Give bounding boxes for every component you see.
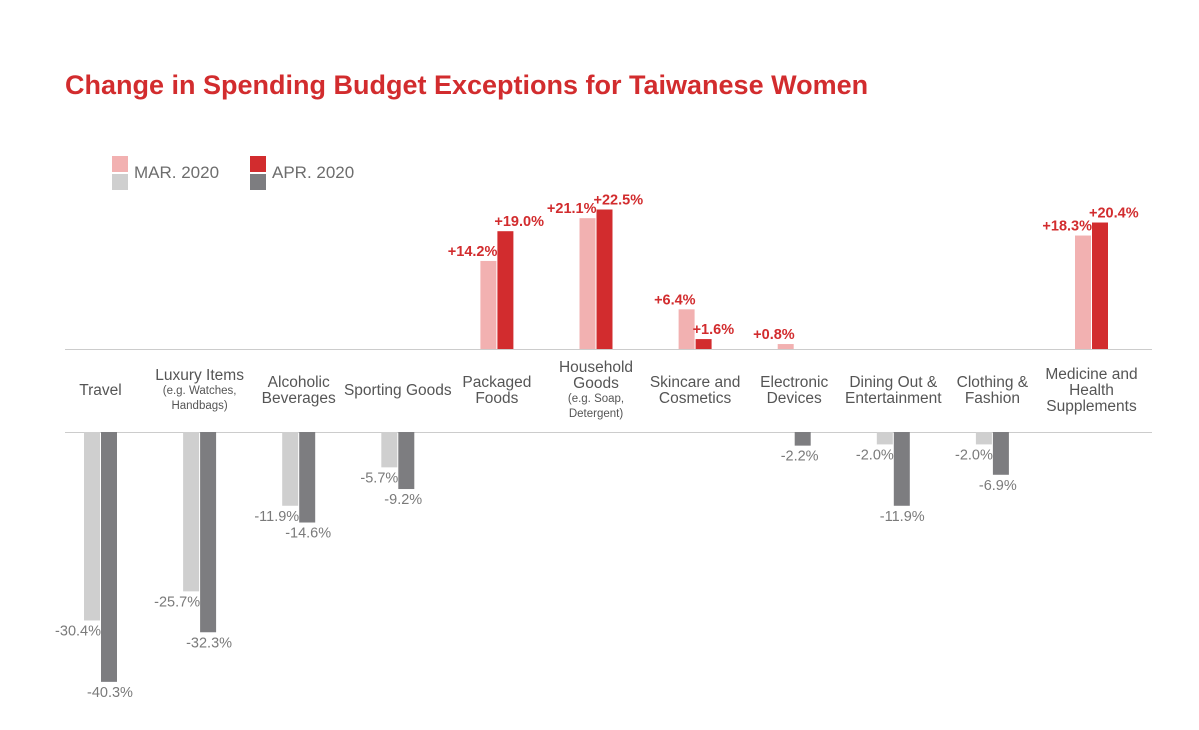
data-label-apr-2020-skincare-and-cosmetics: +1.6% [693,322,735,338]
data-label-apr-2020-clothing-fashion: -6.9% [979,478,1017,494]
data-label-apr-2020-alcoholic-beverages: -14.6% [285,526,331,542]
legend-swatch-mar-positive [112,156,128,172]
data-label-apr-2020-household-goods: +22.5% [594,193,644,209]
bar-apr-2020-luxury-items [200,432,217,633]
data-label-mar-2020-electronic-devices: +0.8% [753,327,795,343]
bar-apr-2020-clothing-fashion [992,432,1009,475]
category-name: Travel [79,381,122,399]
category-label-packaged-foods: Packaged Foods [442,373,552,407]
category-label-household-goods: Household Goods (e.g. Soap, Detergent) [541,358,651,422]
bar-apr-2020-skincare-and-cosmetics [695,339,712,349]
bar-apr-2020-alcoholic-beverages [299,432,316,523]
data-label-apr-2020-medicine-and-health-supplements: +20.4% [1089,206,1139,222]
category-label-skincare-and-cosmetics: Skincare and Cosmetics [640,373,750,407]
category-label-electronic-devices: Electronic Devices [739,373,849,407]
data-label-mar-2020-travel: -30.4% [55,623,101,639]
bar-apr-2020-dining-out-entertainment [893,432,910,506]
category-name: Skincare and Cosmetics [649,373,741,407]
data-label-mar-2020-clothing-fashion: -2.0% [955,447,993,463]
category-label-luxury-items: Luxury Items (e.g. Watches, Handbags) [145,366,255,414]
bar-apr-2020-medicine-and-health-supplements [1092,222,1108,349]
bar-mar-2020-alcoholic-beverages [282,432,299,506]
category-name: Electronic Devices [760,373,829,407]
bar-mar-2020-clothing-fashion [975,432,992,445]
category-name: Alcoholic Beverages [261,373,336,407]
bar-mar-2020-luxury-items [183,432,200,592]
category-label-travel: Travel [46,381,156,399]
category-label-sporting-goods: Sporting Goods [343,381,453,399]
bar-mar-2020-electronic-devices [777,344,794,349]
bar-apr-2020-packaged-foods [497,231,514,349]
bar-apr-2020-household-goods [596,209,613,349]
category-name: Sporting Goods [343,381,452,399]
legend-label-apr-2020: APR. 2020 [272,163,355,182]
category-label-clothing-fashion: Clothing & Fashion [937,373,1047,407]
data-label-apr-2020-luxury-items: -32.3% [186,635,232,651]
category-name: Packaged Foods [462,373,532,407]
data-label-mar-2020-household-goods: +21.1% [547,201,597,217]
data-label-apr-2020-dining-out-entertainment: -11.9% [880,509,925,525]
bar-mar-2020-travel [84,432,100,621]
bar-mar-2020-household-goods [579,218,596,349]
bar-apr-2020-travel [101,432,117,682]
data-label-apr-2020-electronic-devices: -2.2% [781,449,819,465]
data-label-mar-2020-sporting-goods: -5.7% [360,470,398,486]
bar-mar-2020-medicine-and-health-supplements [1075,235,1091,349]
data-label-mar-2020-medicine-and-health-supplements: +18.3% [1042,219,1092,235]
data-label-mar-2020-alcoholic-beverages: -11.9% [254,509,299,525]
category-subtitle: (e.g. Watches, Handbags) [162,384,237,412]
legend-swatch-apr-positive [250,156,266,172]
legend-swatch-apr-negative [250,174,266,190]
chart-title: Change in Spending Budget Exceptions for… [65,70,869,100]
data-label-mar-2020-skincare-and-cosmetics: +6.4% [654,292,696,308]
data-label-apr-2020-packaged-foods: +19.0% [494,214,544,230]
bar-mar-2020-packaged-foods [480,260,497,349]
category-name: Medicine and Health Supplements [1045,365,1138,415]
category-label-alcoholic-beverages: Alcoholic Beverages [244,373,354,407]
data-label-mar-2020-luxury-items: -25.7% [154,594,200,610]
data-label-mar-2020-dining-out-entertainment: -2.0% [856,447,894,463]
legend-label-mar-2020: MAR. 2020 [134,163,220,182]
bar-mar-2020-sporting-goods [381,432,398,468]
category-name: Household Goods [558,358,634,392]
bar-mar-2020-dining-out-entertainment [876,432,893,445]
category-label-dining-out-entertainment: Dining Out & Entertainment [838,373,948,407]
data-label-apr-2020-sporting-goods: -9.2% [384,492,422,508]
data-label-mar-2020-packaged-foods: +14.2% [448,244,498,260]
bar-mar-2020-skincare-and-cosmetics [678,309,695,349]
category-name: Luxury Items [155,366,244,384]
bar-apr-2020-electronic-devices [794,432,811,446]
category-name: Dining Out & Entertainment [845,373,942,407]
category-label-medicine-and-health-supplements: Medicine and Health Supplements [1037,365,1147,415]
category-subtitle: (e.g. Soap, Detergent) [567,392,625,420]
bar-apr-2020-sporting-goods [398,432,415,490]
category-name: Clothing & Fashion [956,373,1029,407]
legend-swatch-mar-negative [112,174,128,190]
data-label-apr-2020-travel: -40.3% [87,685,133,701]
